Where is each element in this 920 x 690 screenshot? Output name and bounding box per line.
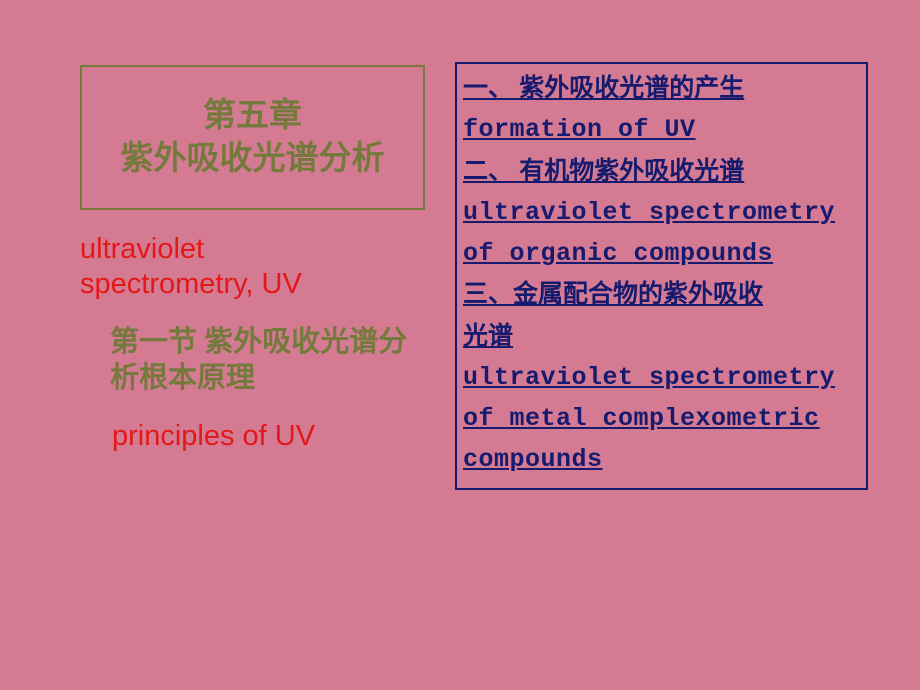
toc-item-1-cn[interactable]: 一、 紫外吸收光谱的产生: [463, 68, 860, 109]
toc-item-2-en-line2[interactable]: of organic compounds: [463, 233, 860, 274]
subtitle-english: ultravioletspectrometry, UV: [80, 232, 302, 302]
toc-item-3-cn-line2[interactable]: 光谱: [463, 316, 860, 357]
toc-item-3-en-line1[interactable]: ultraviolet spectrometry: [463, 357, 860, 398]
toc-item-3-cn-line1[interactable]: 三、金属配合物的紫外吸收: [463, 274, 860, 315]
toc-item-1-en[interactable]: formation of UV: [463, 109, 860, 150]
section-title-english: principles of UV: [112, 420, 315, 453]
chapter-title-box: 第五章紫外吸收光谱分析: [80, 65, 425, 210]
toc-item-3-en-line3[interactable]: compounds: [463, 439, 860, 480]
toc-item-3-en-line2[interactable]: of metal complexometric: [463, 398, 860, 439]
toc-item-2-en-line1[interactable]: ultraviolet spectrometry: [463, 192, 860, 233]
section-title-chinese: 第一节 紫外吸收光谱分析根本原理: [110, 324, 420, 397]
chapter-title: 第五章紫外吸收光谱分析: [121, 95, 385, 181]
toc-box: 一、 紫外吸收光谱的产生 formation of UV 二、 有机物紫外吸收光…: [455, 62, 868, 490]
toc-item-2-cn[interactable]: 二、 有机物紫外吸收光谱: [463, 151, 860, 192]
